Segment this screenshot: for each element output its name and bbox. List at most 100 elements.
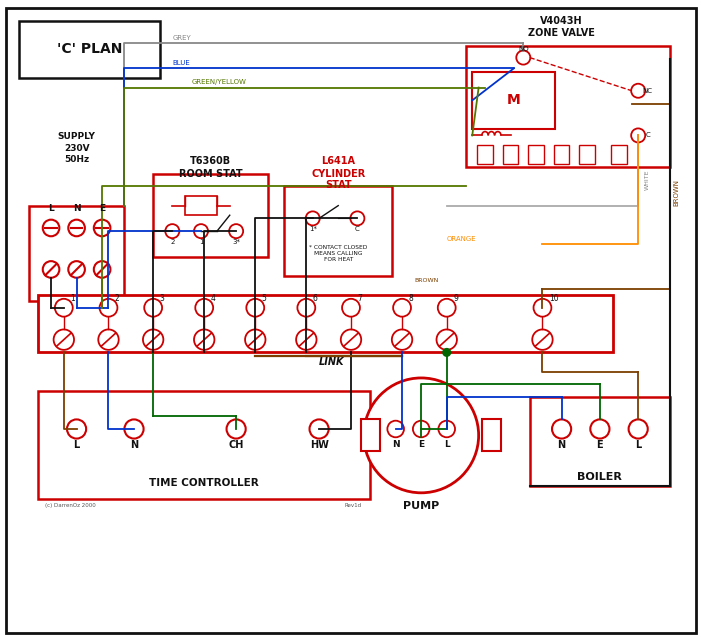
Text: BROWN: BROWN [415,278,439,283]
Circle shape [628,419,648,438]
Bar [29,206,124,301]
Circle shape [340,329,362,350]
Bar [185,196,217,215]
Circle shape [124,419,144,438]
Circle shape [443,349,451,356]
Bar [361,419,380,451]
Circle shape [342,299,360,317]
Bar [39,295,613,353]
Text: 1: 1 [199,239,204,245]
Circle shape [437,329,457,350]
Bar [554,145,569,164]
Circle shape [439,420,455,437]
Circle shape [631,128,645,142]
Bar [19,21,159,78]
Circle shape [364,378,479,493]
Bar [503,145,518,164]
Bar [579,145,595,164]
Text: T6360B: T6360B [190,156,231,166]
Text: ROOM STAT: ROOM STAT [179,169,242,179]
Text: ORANGE: ORANGE [446,236,477,242]
Text: HW: HW [310,440,329,450]
Text: NC: NC [643,88,653,94]
Text: WHITE: WHITE [644,170,649,190]
Text: 2: 2 [170,239,175,245]
Text: BLUE: BLUE [172,60,190,66]
Text: CYLINDER: CYLINDER [311,169,365,179]
Circle shape [532,329,552,350]
Text: L: L [74,440,80,450]
Circle shape [227,419,246,438]
Text: ZONE VALVE: ZONE VALVE [528,28,595,38]
Text: BROWN: BROWN [673,179,680,206]
Text: L: L [635,440,642,450]
Text: C: C [645,133,650,138]
Circle shape [310,419,329,438]
Text: 9: 9 [453,294,458,303]
Text: STAT: STAT [325,180,352,190]
Text: E: E [99,204,105,213]
Text: E: E [597,440,603,450]
Text: L: L [48,204,54,213]
Circle shape [43,261,60,278]
Bar [153,174,268,256]
Circle shape [305,212,319,226]
Circle shape [590,419,609,438]
Text: 5: 5 [262,294,267,303]
Text: M: M [507,94,521,107]
Circle shape [143,329,164,350]
Text: SUPPLY
230V
50Hz: SUPPLY 230V 50Hz [58,132,95,165]
Bar [482,419,501,451]
Text: BOILER: BOILER [578,472,623,482]
Text: GREY: GREY [172,35,191,40]
Text: 8: 8 [409,294,413,303]
Text: L641A: L641A [322,156,355,166]
Text: CH: CH [228,440,244,450]
Text: 2: 2 [115,294,119,303]
Circle shape [413,420,430,437]
Circle shape [393,299,411,317]
Circle shape [194,329,214,350]
Text: 'C' PLAN: 'C' PLAN [57,42,122,56]
Circle shape [94,261,110,278]
Circle shape [246,299,264,317]
Bar [477,145,493,164]
Bar [39,391,370,499]
Bar [530,397,670,487]
Circle shape [68,220,85,237]
Text: 3*: 3* [232,239,240,245]
Circle shape [438,299,456,317]
Circle shape [298,299,315,317]
Text: 6: 6 [312,294,317,303]
Text: Rev1d: Rev1d [345,503,362,508]
Circle shape [194,224,208,238]
Circle shape [55,299,73,317]
Text: 7: 7 [357,294,362,303]
Text: V4043H: V4043H [541,15,583,26]
Bar [529,145,544,164]
Circle shape [552,419,571,438]
Circle shape [94,220,110,237]
Text: C: C [355,226,359,232]
Circle shape [165,224,179,238]
Text: N: N [130,440,138,450]
Text: (c) DarrenOz 2000: (c) DarrenOz 2000 [45,503,95,508]
Text: 1*: 1* [309,226,317,232]
Text: PUMP: PUMP [403,501,439,511]
Text: 3: 3 [159,294,164,303]
Text: L: L [444,440,449,449]
Circle shape [229,224,243,238]
Text: 10: 10 [549,294,559,303]
Circle shape [100,299,117,317]
Circle shape [68,261,85,278]
Text: E: E [418,440,424,449]
Circle shape [388,420,404,437]
Text: 1: 1 [70,294,75,303]
Text: LINK: LINK [319,357,345,367]
Circle shape [144,299,162,317]
Bar [472,72,555,129]
Circle shape [296,329,317,350]
Text: N: N [73,204,81,213]
Circle shape [98,329,119,350]
Circle shape [195,299,213,317]
